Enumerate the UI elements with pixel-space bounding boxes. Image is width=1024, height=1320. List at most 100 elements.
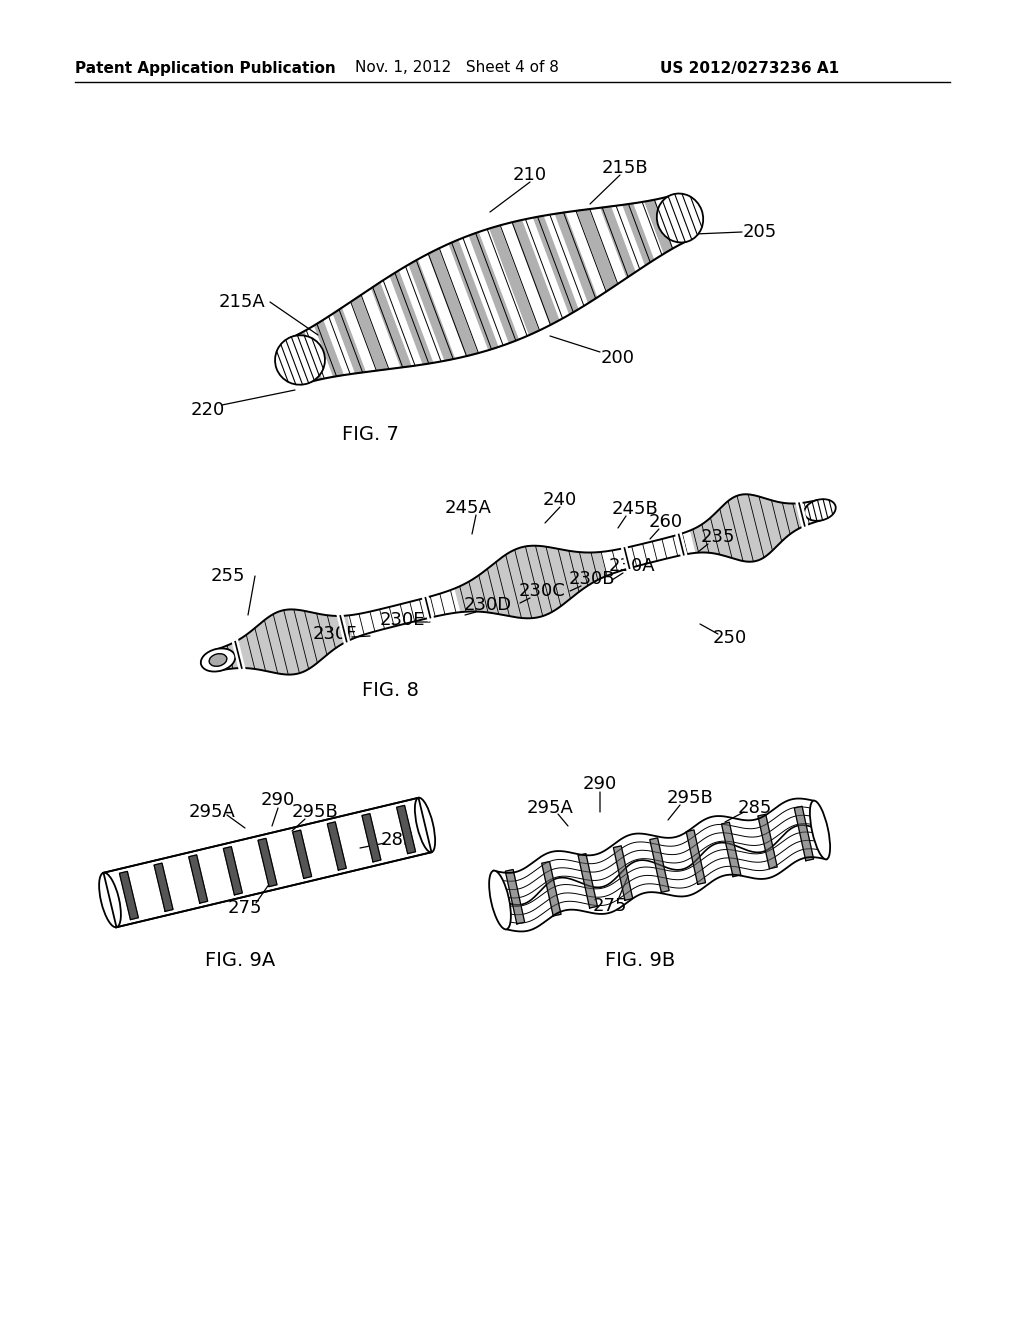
Polygon shape — [258, 838, 276, 887]
Polygon shape — [305, 325, 334, 379]
Polygon shape — [314, 319, 345, 376]
Polygon shape — [722, 822, 740, 876]
Text: 230F: 230F — [312, 624, 357, 643]
Polygon shape — [223, 846, 243, 895]
Text: 260: 260 — [649, 513, 683, 531]
Polygon shape — [450, 239, 500, 350]
Polygon shape — [512, 219, 560, 325]
Text: 230D: 230D — [464, 597, 512, 614]
Polygon shape — [372, 281, 413, 367]
Polygon shape — [381, 276, 423, 366]
Polygon shape — [293, 830, 311, 878]
Polygon shape — [419, 253, 467, 359]
Polygon shape — [324, 313, 355, 375]
Text: 275: 275 — [593, 898, 628, 915]
Text: FIG. 9A: FIG. 9A — [205, 950, 275, 969]
Text: 285: 285 — [738, 799, 772, 817]
Polygon shape — [120, 871, 138, 920]
Polygon shape — [555, 213, 598, 304]
Polygon shape — [479, 228, 529, 339]
Polygon shape — [362, 813, 381, 862]
Polygon shape — [439, 244, 488, 352]
Polygon shape — [292, 195, 688, 383]
Polygon shape — [686, 830, 706, 884]
Polygon shape — [601, 206, 636, 277]
Text: 230C: 230C — [518, 582, 565, 601]
Polygon shape — [545, 214, 589, 309]
Polygon shape — [469, 232, 519, 343]
Polygon shape — [634, 202, 665, 259]
Ellipse shape — [656, 194, 703, 243]
Text: 200: 200 — [601, 348, 635, 367]
Polygon shape — [650, 838, 669, 892]
Polygon shape — [154, 863, 173, 911]
Polygon shape — [459, 235, 510, 347]
Ellipse shape — [804, 499, 836, 521]
Text: 230A: 230A — [608, 557, 655, 576]
Ellipse shape — [810, 801, 830, 859]
Text: 255: 255 — [211, 568, 246, 585]
Polygon shape — [645, 199, 674, 253]
Polygon shape — [188, 855, 208, 903]
Polygon shape — [343, 301, 378, 372]
Polygon shape — [399, 264, 445, 363]
Text: 250: 250 — [713, 630, 748, 647]
Text: 215A: 215A — [219, 293, 265, 312]
Polygon shape — [579, 854, 597, 908]
Polygon shape — [352, 294, 389, 371]
Text: FIG. 8: FIG. 8 — [361, 681, 419, 700]
Polygon shape — [215, 494, 822, 675]
Polygon shape — [361, 288, 401, 370]
Text: 275: 275 — [227, 899, 262, 917]
Ellipse shape — [415, 797, 435, 853]
Text: 290: 290 — [583, 775, 617, 793]
Text: 295A: 295A — [526, 799, 573, 817]
Ellipse shape — [99, 873, 121, 928]
Polygon shape — [758, 814, 777, 869]
Polygon shape — [501, 222, 551, 330]
Text: 240: 240 — [543, 491, 578, 510]
Text: 230B: 230B — [568, 570, 615, 587]
Polygon shape — [690, 494, 805, 562]
Polygon shape — [428, 248, 478, 356]
Polygon shape — [294, 331, 323, 381]
Text: 295A: 295A — [188, 803, 236, 821]
Polygon shape — [542, 862, 561, 916]
Ellipse shape — [209, 653, 227, 667]
Polygon shape — [578, 209, 617, 290]
Text: 235: 235 — [700, 528, 735, 546]
Text: 295B: 295B — [667, 789, 714, 807]
Polygon shape — [494, 799, 826, 932]
Text: FIG. 7: FIG. 7 — [342, 425, 398, 445]
Ellipse shape — [275, 335, 325, 384]
Text: 245B: 245B — [611, 500, 658, 517]
Polygon shape — [396, 805, 416, 854]
Polygon shape — [566, 211, 607, 297]
Polygon shape — [505, 870, 524, 924]
Text: FIG. 9B: FIG. 9B — [605, 950, 675, 969]
Polygon shape — [590, 207, 627, 284]
Text: 205: 205 — [742, 223, 777, 242]
Text: 285: 285 — [381, 832, 415, 849]
Polygon shape — [534, 215, 580, 314]
Polygon shape — [523, 218, 569, 319]
Text: 220: 220 — [190, 401, 225, 418]
Text: 245A: 245A — [444, 499, 492, 517]
Polygon shape — [226, 610, 352, 675]
Polygon shape — [489, 226, 540, 335]
Polygon shape — [613, 846, 633, 900]
Ellipse shape — [489, 871, 511, 929]
Ellipse shape — [201, 648, 236, 672]
Text: 295B: 295B — [292, 803, 338, 821]
Polygon shape — [795, 807, 814, 861]
Polygon shape — [333, 308, 367, 374]
Polygon shape — [455, 545, 606, 618]
Text: 210: 210 — [513, 166, 547, 183]
Polygon shape — [328, 822, 346, 870]
Text: Nov. 1, 2012   Sheet 4 of 8: Nov. 1, 2012 Sheet 4 of 8 — [355, 61, 559, 75]
Polygon shape — [409, 259, 456, 360]
Polygon shape — [390, 269, 434, 364]
Polygon shape — [655, 197, 685, 248]
Text: 230E: 230E — [379, 611, 425, 630]
Text: 290: 290 — [261, 791, 295, 809]
